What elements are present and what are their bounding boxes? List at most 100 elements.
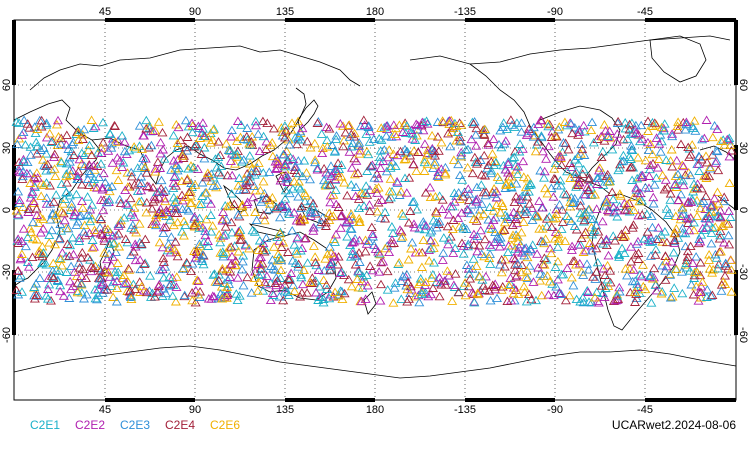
occultation-marker	[408, 159, 419, 169]
occultation-marker	[56, 226, 67, 235]
lat-label: 30	[737, 142, 749, 154]
occultation-marker	[376, 279, 386, 289]
occultation-marker	[148, 183, 158, 192]
occultation-marker	[181, 257, 192, 267]
occultation-marker	[624, 119, 635, 129]
occultation-marker	[344, 147, 355, 156]
occultation-marker	[536, 131, 547, 140]
occultation-marker	[711, 145, 722, 155]
occultation-marker	[17, 287, 27, 296]
occultation-marker	[479, 150, 490, 160]
occultation-marker	[97, 280, 108, 289]
occultation-marker	[256, 252, 266, 262]
occultation-marker	[618, 134, 629, 144]
occultation-marker	[256, 269, 267, 279]
occultation-marker	[322, 284, 332, 293]
occultation-marker	[194, 239, 205, 248]
occultation-marker	[335, 119, 346, 128]
occultation-marker	[625, 154, 636, 163]
occultation-marker	[250, 185, 261, 195]
occultation-marker	[421, 221, 432, 230]
occultation-marker	[38, 214, 48, 224]
occultation-marker	[165, 215, 176, 224]
occultation-marker	[14, 273, 25, 282]
occultation-marker	[417, 117, 428, 127]
occultation-marker	[662, 183, 673, 192]
occultation-marker	[354, 235, 365, 245]
occultation-marker	[676, 211, 687, 220]
lon-label: -45	[637, 404, 653, 416]
occultation-marker	[56, 260, 67, 270]
occultation-marker	[256, 263, 267, 273]
occultation-marker	[463, 144, 473, 154]
occultation-marker	[113, 136, 124, 145]
occultation-marker	[197, 124, 208, 133]
occultation-marker	[656, 288, 667, 298]
occultation-marker	[687, 258, 698, 268]
occultation-marker	[292, 139, 302, 149]
occultation-marker	[212, 277, 223, 287]
occultation-marker	[281, 173, 292, 183]
occultation-marker	[169, 172, 180, 181]
lon-label: -45	[637, 6, 653, 18]
occultation-marker	[25, 223, 36, 233]
occultation-marker	[689, 273, 700, 282]
occultation-marker	[141, 207, 152, 217]
occultation-marker	[312, 165, 323, 174]
occultation-marker	[428, 283, 438, 292]
occultation-marker	[434, 291, 445, 301]
occultation-marker	[490, 227, 501, 237]
occultation-marker	[135, 287, 146, 296]
occultation-marker	[536, 290, 547, 300]
occultation-marker	[424, 245, 434, 255]
occultation-marker	[517, 260, 528, 269]
occultation-marker	[618, 232, 629, 242]
occultation-marker	[86, 115, 97, 124]
occultation-marker	[25, 142, 36, 151]
occultation-marker	[589, 225, 600, 234]
occultation-marker	[197, 250, 208, 259]
occultation-marker	[215, 150, 226, 159]
occultation-marker	[673, 169, 683, 179]
occultation-marker	[253, 129, 264, 138]
occultation-marker	[448, 280, 459, 289]
occultation-marker	[312, 163, 323, 173]
occultation-marker	[548, 290, 559, 300]
occultation-marker	[135, 264, 146, 274]
occultation-marker	[160, 288, 171, 298]
occultation-marker	[396, 276, 407, 285]
occultation-marker	[136, 185, 147, 195]
occultation-marker	[99, 248, 110, 257]
occultation-marker	[418, 125, 429, 135]
occultation-marker	[12, 266, 23, 275]
occultation-marker	[453, 159, 464, 169]
occultation-marker	[318, 294, 329, 304]
occultation-marker	[305, 277, 316, 287]
occultation-marker	[268, 264, 279, 273]
occultation-marker	[177, 151, 188, 160]
occultation-marker	[200, 230, 211, 240]
occultation-marker	[496, 267, 507, 277]
occultation-marker	[225, 156, 236, 165]
occultation-marker	[689, 225, 699, 235]
occultation-marker	[259, 247, 270, 256]
occultation-marker	[669, 283, 680, 292]
occultation-marker	[84, 140, 95, 150]
occultation-marker	[361, 239, 372, 248]
occultation-marker	[506, 240, 517, 250]
occultation-marker	[16, 236, 27, 246]
occultation-marker	[302, 136, 313, 146]
occultation-marker	[552, 242, 563, 251]
occultation-marker	[486, 220, 496, 229]
occultation-marker	[522, 207, 532, 216]
occultation-marker	[373, 247, 384, 256]
occultation-marker	[654, 139, 665, 148]
occultation-marker	[331, 229, 341, 239]
occultation-marker	[117, 131, 128, 140]
occultation-marker	[344, 132, 355, 141]
occultation-marker	[673, 195, 684, 204]
occultation-marker	[64, 157, 75, 166]
occultation-marker	[456, 147, 467, 157]
occultation-marker	[688, 290, 699, 299]
occultation-marker	[642, 209, 652, 219]
